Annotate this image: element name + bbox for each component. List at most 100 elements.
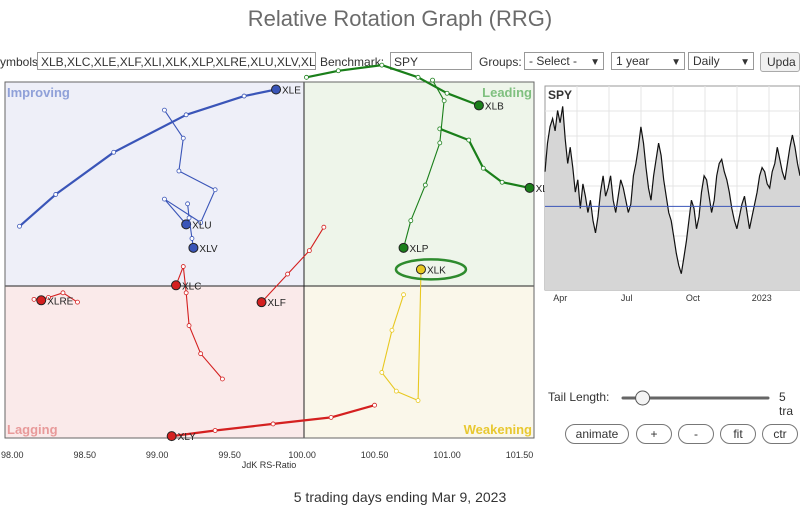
spy-x-tick: 2023 (752, 293, 772, 303)
tail-xlp (403, 79, 445, 248)
head-xlb[interactable] (473, 100, 484, 111)
chevron-down-icon: ▼ (590, 57, 600, 68)
interval-select[interactable]: Daily ▼ (688, 52, 754, 70)
head-xlc[interactable] (171, 280, 182, 291)
tail-point-xlp (408, 218, 414, 224)
toolbar: ymbols: XLB,XLC,XLE,XLF,XLI,XLK,XLP,XLRE… (0, 52, 800, 74)
label-xlc: XLC (182, 281, 201, 292)
tail-point-xlb (415, 74, 421, 80)
tail-point-xlb (379, 62, 385, 68)
tail-point-xlu (180, 135, 186, 141)
tail-point-xlre (60, 290, 66, 296)
tail-xlb (306, 63, 480, 107)
spy-chart-title: SPY (548, 88, 572, 102)
rrg-x-tick: 99.00 (146, 450, 169, 460)
quadrant-leading (304, 82, 534, 286)
tail-point-xlk (401, 292, 406, 298)
quadrant-improving (5, 82, 304, 286)
rrg-x-tick: 98.50 (73, 450, 96, 460)
label-xlv: XLV (199, 244, 217, 255)
label-xlf: XLF (268, 298, 286, 309)
tail-point-xlc (180, 264, 186, 269)
head-xlv[interactable] (188, 242, 199, 253)
head-xlp[interactable] (398, 242, 409, 253)
head-xlu[interactable] (181, 219, 192, 230)
zoom-out-button[interactable]: - (678, 424, 714, 444)
tail-xlc (175, 266, 223, 380)
tail-point-xlc (186, 323, 192, 328)
tail-point-xli (499, 179, 505, 185)
head-xle[interactable] (271, 84, 282, 95)
tail-point-xle (17, 223, 22, 229)
label-xlp: XLP (410, 244, 429, 255)
rrg-x-tick: 100.00 (288, 450, 316, 460)
label-xlu: XLU (192, 220, 211, 231)
tail-point-xlf (306, 248, 312, 254)
chevron-down-icon: ▼ (671, 57, 681, 68)
spy-price-line (544, 106, 800, 274)
tail-point-xlb (335, 68, 341, 74)
tail-point-xlf (321, 224, 327, 230)
label-xlre: XLRE (47, 296, 73, 307)
groups-label: Groups: (479, 55, 522, 69)
rrg-x-axis-label: JdK RS-Ratio (242, 460, 297, 470)
rrg-x-ticks: 98.00 98.50 99.00 99.50 100.00 100.50 101.00 10… (1, 450, 533, 460)
tail-point-xlu (162, 107, 167, 113)
spy-price-area (545, 106, 800, 291)
tail-point-xly (328, 414, 334, 420)
benchmark-label: Benchmark: (320, 55, 385, 69)
quadrant-label-improving: Improving (7, 85, 70, 100)
label-xle: XLE (282, 85, 301, 96)
rrg-x-tick: 101.50 (506, 450, 534, 460)
fit-button[interactable]: fit (720, 424, 756, 444)
tail-point-xlb (304, 74, 309, 80)
tail-point-xle (111, 149, 117, 155)
update-button[interactable]: Upda (760, 52, 800, 72)
tail-xle (18, 88, 277, 228)
tail-point-xle (183, 112, 189, 118)
tail-length-label: Tail Length: (548, 390, 610, 404)
tail-point-xle (241, 93, 247, 99)
rrg-control-buttons: animate + - fit ctr (565, 424, 800, 446)
label-xlb: XLB (485, 101, 504, 112)
tail-point-xlb (444, 90, 450, 96)
tail-point-xlc (198, 351, 204, 357)
tail-point-xlk (389, 327, 395, 333)
tail-point-xlu (198, 220, 204, 225)
rrg-tails: XLE XLU XLV XLB XLI XLP XLK XLF XLC XLRE XLY (17, 62, 551, 443)
tail-point-xlv (185, 201, 191, 207)
tail-point-xly (212, 428, 218, 433)
symbols-input[interactable]: XLB,XLC,XLE,XLF,XLI,XLK,XLP,XLRE,XLU,XLV… (37, 52, 316, 70)
tail-point-xlu (212, 187, 218, 193)
quadrant-label-lagging: Lagging (7, 422, 58, 437)
period-select[interactable]: 1 year ▼ (611, 52, 685, 70)
tail-point-xlre (75, 299, 80, 305)
tail-point-xlu (176, 168, 182, 174)
animate-button[interactable]: animate (565, 424, 629, 444)
head-xlf[interactable] (256, 297, 267, 308)
head-xli[interactable] (524, 182, 535, 193)
groups-select[interactable]: - Select - ▼ (524, 52, 604, 70)
groups-select-value: - Select - (529, 54, 578, 68)
quadrant-label-leading: Leading (482, 85, 532, 100)
tail-point-xlp (422, 182, 428, 188)
head-xly[interactable] (166, 431, 177, 442)
tail-length-slider-thumb[interactable] (635, 390, 651, 406)
head-xlre[interactable] (36, 295, 47, 306)
tail-point-xlre (46, 295, 51, 300)
spy-x-tick: Jul (621, 293, 633, 303)
tail-point-xli (466, 137, 472, 143)
rrg-x-tick: 100.50 (361, 450, 389, 460)
quadrant-lagging (5, 286, 304, 438)
label-xly: XLY (178, 432, 196, 443)
tail-point-xlv (186, 215, 192, 221)
zoom-in-button[interactable]: + (636, 424, 672, 444)
footer-caption: 5 trading days ending Mar 9, 2023 (293, 489, 507, 505)
center-button[interactable]: ctr (762, 424, 798, 444)
label-xli: XLI (536, 184, 551, 195)
benchmark-input[interactable]: SPY (390, 52, 472, 70)
head-xlk[interactable] (415, 264, 426, 275)
rrg-x-tick: 98.00 (1, 450, 24, 460)
page-title: Relative Rotation Graph (RRG) (247, 6, 553, 31)
